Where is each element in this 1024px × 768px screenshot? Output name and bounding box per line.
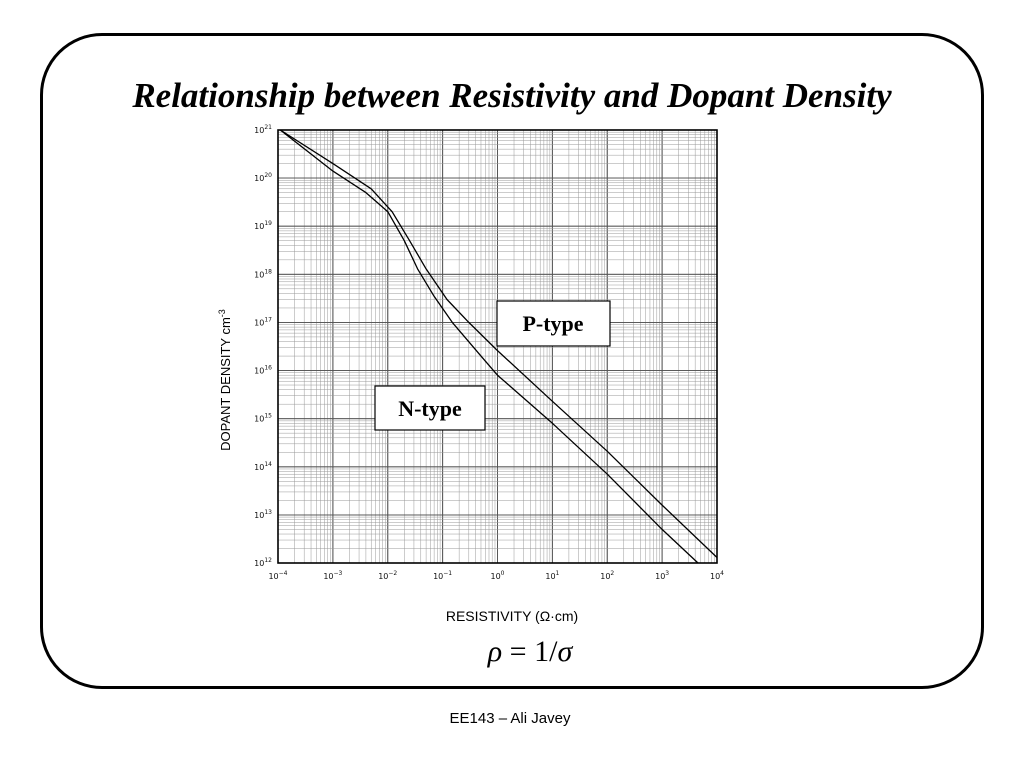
x-tick-label: 10−3 [323,570,342,581]
y-tick-label: 1016 [254,365,272,376]
x-tick-label: 104 [710,570,724,581]
formula-sigma: σ [557,635,573,668]
y-tick-label: 1018 [254,268,272,279]
n-type-label: N-type [398,396,462,421]
y-axis-label-text: DOPANT DENSITY cm [218,317,233,451]
formula-equals: = 1/ [502,635,558,668]
y-tick-label: 1019 [254,220,272,231]
chart: 10−4 10−3 10−2 10−1 100 101 102 103 104 1012 1013… [217,124,724,581]
x-tick-label: 101 [545,570,559,581]
chart-grid [277,129,718,564]
y-tick-label: 1020 [254,172,272,183]
y-axis-label-exponent: -3 [217,309,227,317]
x-tick-label: 103 [655,570,669,581]
series-line-n-type [279,129,699,564]
x-tick-label: 10−4 [268,570,287,581]
p-type-label-box: P-type [496,300,611,347]
y-tick-label: 1014 [254,461,272,472]
n-type-label-box: N-type [374,385,486,431]
x-axis-label: RESISTIVITY (Ω·cm) [445,608,579,624]
formula-rho: ρ [487,635,503,668]
y-tick-label: 1021 [254,124,272,135]
y-tick-label: 1015 [254,413,272,424]
chart-series [279,129,718,564]
x-tick-label: 10−2 [378,570,397,581]
y-tick-label: 1017 [254,316,272,327]
slide-frame [40,33,984,689]
series-line-p-type [279,129,718,558]
y-tick-labels: 1012 1013 1014 1015 1016 1017 1018 1019 1020 1021 [254,124,272,568]
y-tick-label: 1013 [254,509,272,520]
footer-text: EE143 – Ali Javey [449,710,571,727]
x-tick-labels: 10−4 10−3 10−2 10−1 100 101 102 103 104 [268,570,724,581]
x-tick-label: 102 [600,570,614,581]
y-axis-label: DOPANT DENSITY cm-3 [217,309,233,451]
x-tick-label: 10−1 [433,570,452,581]
y-tick-label: 1012 [254,557,272,568]
resistivity-formula: ρ = 1/σ [430,632,630,672]
plot-frame [277,129,718,564]
slide-title: Relationship between Resistivity and Dop… [132,76,892,115]
x-tick-label: 100 [490,570,504,581]
p-type-label: P-type [522,311,583,336]
